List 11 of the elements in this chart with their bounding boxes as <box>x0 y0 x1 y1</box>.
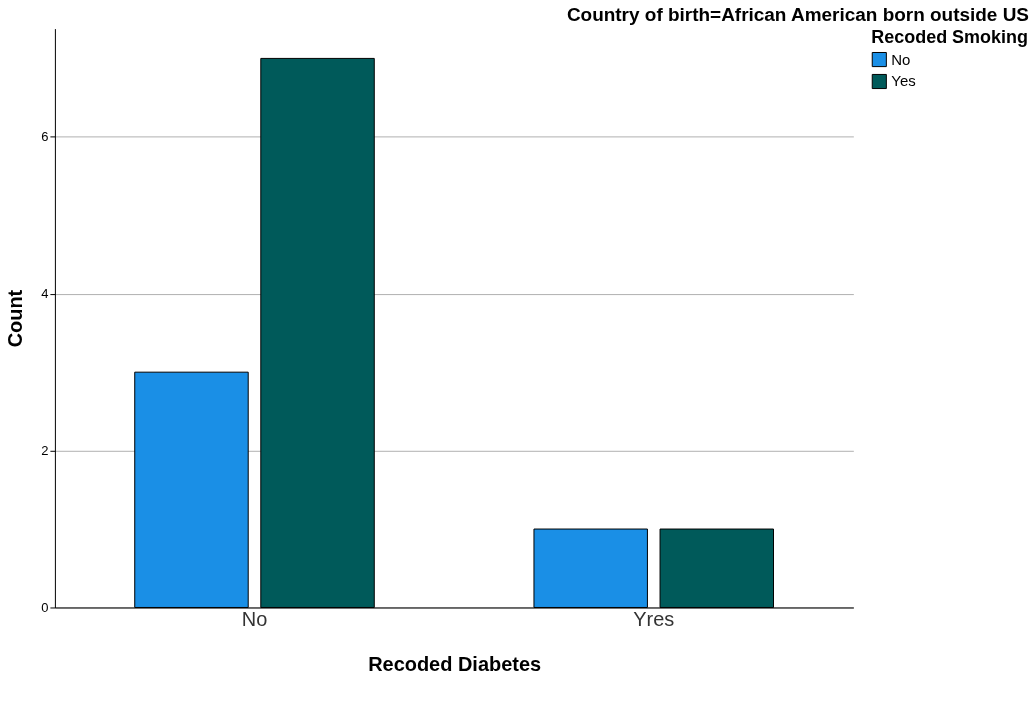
y-tick-label: 2 <box>41 443 49 459</box>
legend-title: Recoded Smoking <box>871 26 1028 47</box>
legend-label: No <box>891 50 911 68</box>
legend-label: Yes <box>891 72 916 90</box>
x-tick-label: Yres <box>633 607 675 630</box>
y-tick-label: 0 <box>41 599 49 615</box>
y-axis-title: Count <box>4 289 27 348</box>
y-tick-label: 4 <box>41 286 49 302</box>
x-axis-title: Recoded Diabetes <box>368 652 542 675</box>
chart-title: Country of birth=African American born outside US <box>566 3 1030 25</box>
y-tick-label: 6 <box>41 129 49 145</box>
